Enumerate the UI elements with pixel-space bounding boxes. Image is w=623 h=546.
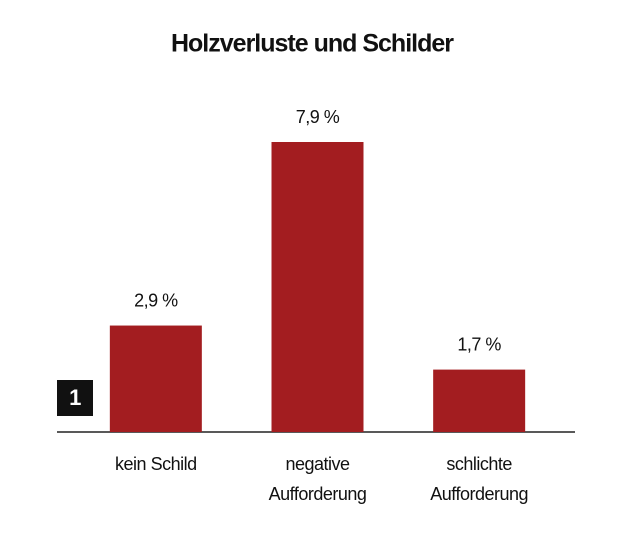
chart-title: Holzverluste und Schilder <box>171 30 454 58</box>
badge-box <box>57 380 93 416</box>
x-tick-label: kein Schild <box>115 454 197 474</box>
badge-label: 1 <box>69 385 81 410</box>
x-tick-label: negative <box>285 454 350 474</box>
bar <box>109 325 202 432</box>
x-tick-label: Aufforderung <box>430 484 528 504</box>
value-label: 2,9 % <box>134 290 178 310</box>
value-label: 1,7 % <box>457 334 501 354</box>
x-tick-label: schlichte <box>446 454 512 474</box>
bar <box>433 369 526 432</box>
value-label: 7,9 % <box>296 107 340 127</box>
bar <box>271 142 364 432</box>
x-tick-label: Aufforderung <box>269 484 367 504</box>
